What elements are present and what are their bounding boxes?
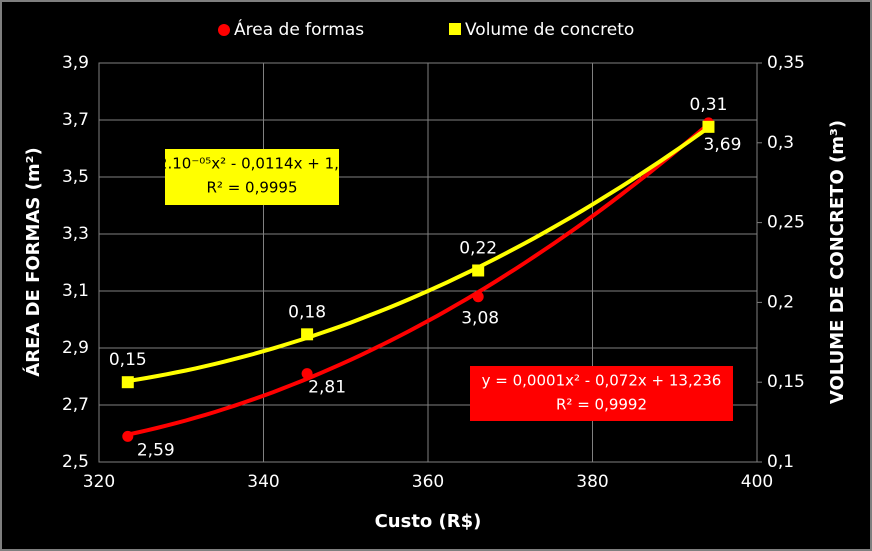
marker (472, 264, 485, 277)
legend-label: Volume de concreto (465, 20, 634, 40)
y2-tick-label: 0,3 (767, 133, 794, 153)
annotation-text: y = 0,0001x² - 0,072x + 13,236 (482, 372, 722, 390)
y-tick-label: 2,9 (62, 338, 89, 358)
y2-tick-label: 0,35 (767, 53, 805, 73)
y-tick-label: 3,9 (62, 53, 89, 73)
marker (301, 368, 313, 380)
marker (472, 291, 484, 303)
x-tick-label: 340 (247, 472, 279, 492)
y-tick-label: 2,7 (62, 395, 89, 415)
trendline (127, 122, 710, 437)
data-label: 0,22 (459, 238, 497, 258)
annotation-text: R² = 0,9992 (556, 396, 647, 414)
data-label: 0,18 (288, 302, 326, 322)
legend-marker (218, 24, 230, 36)
marker (702, 120, 715, 133)
y-tick-label: 3,5 (62, 167, 89, 187)
annotation-text: y = 2.10⁻⁰⁵x² - 0,0114x + 1,8641 (127, 155, 377, 173)
y-tick-label: 3,3 (62, 224, 89, 244)
data-label: 2,59 (137, 440, 175, 460)
marker (121, 376, 134, 389)
data-label: 0,31 (690, 95, 728, 115)
data-label: 3,08 (461, 309, 499, 329)
marker (301, 328, 314, 341)
y-tick-label: 3,7 (62, 110, 89, 130)
legend-marker (449, 23, 461, 35)
marker (122, 430, 134, 442)
data-label: 2,81 (308, 378, 346, 398)
plot-border (98, 62, 758, 463)
y2-tick-label: 0,1 (767, 452, 794, 472)
data-label: 3,69 (704, 135, 742, 155)
y2-tick-label: 0,15 (767, 372, 805, 392)
x-tick-label: 320 (83, 472, 115, 492)
annotation-box (165, 149, 339, 205)
annotation-text: R² = 0,9995 (206, 179, 297, 197)
x-tick-label: 400 (741, 472, 773, 492)
x-tick-label: 360 (412, 472, 444, 492)
annotation: y = 0,0001x² - 0,072x + 13,236 R² = 0,999… (470, 366, 733, 421)
x-tick-label: 380 (576, 472, 608, 492)
annotation-box (470, 366, 733, 421)
x-axis-title: Custo (R$) (375, 511, 482, 532)
legend-label: Área de formas (234, 18, 364, 40)
annotation: y = 2.10⁻⁰⁵x² - 0,0114x + 1,8641 R² = 0,9… (127, 149, 377, 205)
data-label: 0,15 (109, 350, 147, 370)
y-tick-label: 3,1 (62, 281, 89, 301)
y2-tick-label: 0,2 (767, 292, 794, 312)
y2-axis-title: VOLUME DE CONCRETO (m³) (827, 120, 848, 404)
y-tick-label: 2,5 (62, 452, 89, 472)
y2-tick-label: 0,25 (767, 213, 805, 233)
trendline (127, 125, 710, 383)
y-axis-title: ÁREA DE FORMAS (m²) (22, 147, 44, 376)
